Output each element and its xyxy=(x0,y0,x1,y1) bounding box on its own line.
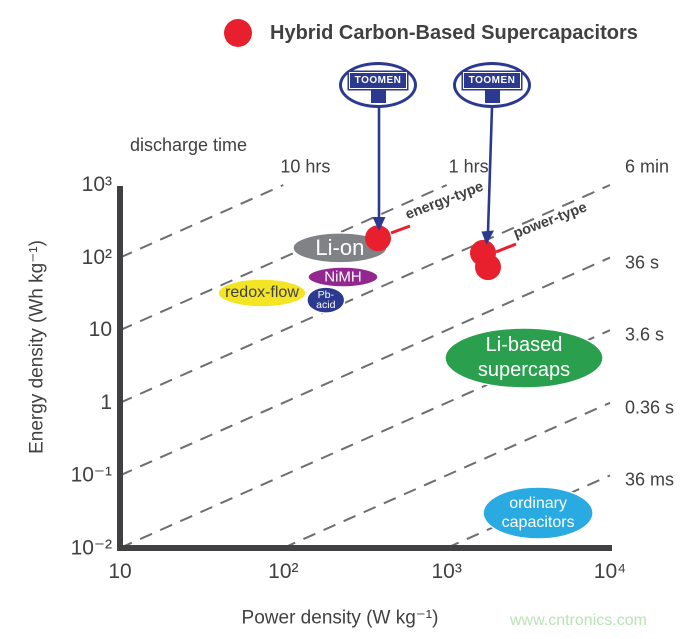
isochrone-line-36-s xyxy=(119,256,611,477)
isochrone-line-6-min xyxy=(119,184,611,404)
legend-red-dot-icon xyxy=(224,19,252,47)
isochrone-line-0.36-s xyxy=(282,401,611,549)
point-hybrid-power-type-2 xyxy=(475,254,501,281)
region-li-ion xyxy=(292,232,388,264)
region-pb-acid xyxy=(306,286,346,314)
toomen-logo-text: TOOMEN xyxy=(468,75,516,86)
callout-line-energy-type xyxy=(390,224,411,235)
toomen-logo-stem xyxy=(370,89,386,103)
toomen-logo-energy: TOOMEN xyxy=(339,62,417,108)
region-nimh xyxy=(307,266,379,288)
toomen-logo-bar: TOOMEN xyxy=(463,72,521,89)
isochrone-line-10-hrs xyxy=(119,184,284,259)
point-hybrid-energy-type xyxy=(365,225,391,252)
arrow-energy-type-head xyxy=(372,217,386,231)
toomen-logo-bar: TOOMEN xyxy=(349,72,407,89)
region-redox-flow xyxy=(217,278,307,308)
region-li-based-supercaps xyxy=(444,327,604,389)
toomen-logo-stem xyxy=(484,89,500,103)
isochrone-line-1-hrs xyxy=(119,184,448,332)
legend-title: Hybrid Carbon-Based Supercapacitors xyxy=(270,22,638,44)
arrow-power-type-shaft xyxy=(486,106,494,233)
toomen-logo-text: TOOMEN xyxy=(354,75,402,86)
axes xyxy=(117,186,612,551)
callout-line-power-type xyxy=(495,242,517,254)
arrow-power-type-head xyxy=(481,230,494,245)
region-ordinary-capacitors xyxy=(482,486,594,540)
toomen-logo-power: TOOMEN xyxy=(453,62,531,108)
